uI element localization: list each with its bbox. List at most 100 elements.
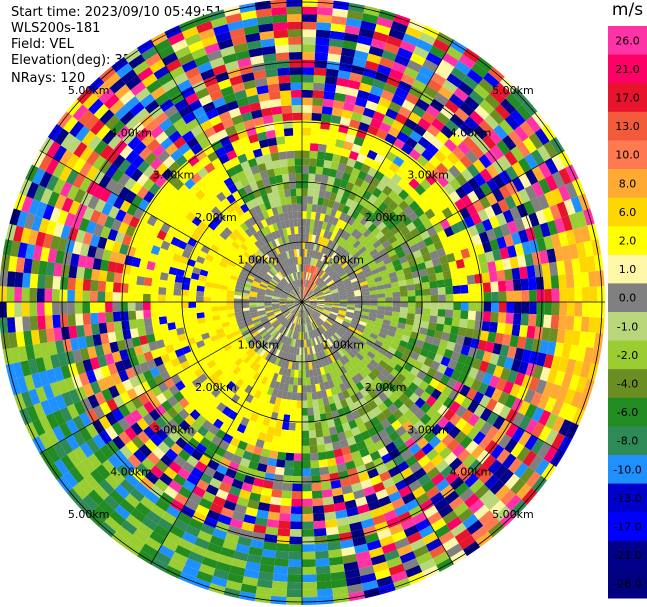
ppi-cell <box>334 332 342 340</box>
ppi-cell <box>283 328 289 336</box>
ppi-cell <box>492 225 504 239</box>
ppi-cell <box>290 226 295 235</box>
ppi-cell <box>367 125 380 136</box>
ppi-cell <box>423 505 439 519</box>
ppi-cell <box>344 165 354 175</box>
ppi-cell <box>238 257 247 265</box>
ppi-cell <box>302 483 312 492</box>
ppi-cell <box>118 369 129 383</box>
ppi-cell <box>160 353 171 364</box>
ppi-cell <box>262 541 277 551</box>
ppi-cell <box>437 404 450 417</box>
ppi-cell <box>322 289 331 294</box>
ppi-cell <box>213 239 223 249</box>
ppi-cell <box>242 264 252 272</box>
ppi-cell <box>240 433 251 444</box>
ppi-cell <box>478 510 495 526</box>
ppi-cell <box>316 436 325 446</box>
ppi-cell <box>496 270 506 282</box>
ppi-cell <box>271 588 287 598</box>
ppi-cell <box>325 222 332 232</box>
ppi-cell <box>347 302 356 305</box>
ppi-cell <box>471 358 483 370</box>
ppi-cell <box>306 346 311 355</box>
ppi-cell <box>190 449 203 461</box>
ppi-cell <box>185 382 197 393</box>
ppi-cell <box>309 219 316 228</box>
ppi-cell <box>53 366 65 382</box>
ppi-cell <box>376 412 387 423</box>
ppi-cell <box>149 105 164 120</box>
ppi-cell <box>347 271 356 278</box>
ppi-cell <box>219 288 228 295</box>
ppi-cell <box>283 268 289 276</box>
ppi-cell <box>116 464 131 479</box>
ppi-cell <box>158 309 167 318</box>
ppi-cell <box>287 430 296 439</box>
ppi-cell <box>268 315 276 321</box>
ppi-cell <box>313 75 326 84</box>
ppi-cell <box>302 506 314 515</box>
ppi-cell <box>8 332 18 349</box>
ppi-cell <box>179 255 189 265</box>
ppi-cell <box>465 265 475 276</box>
ppi-cell <box>500 223 511 237</box>
ppi-cell <box>82 302 91 314</box>
ppi-cell <box>266 192 275 202</box>
ppi-cell <box>290 74 302 83</box>
ppi-cell <box>204 286 213 293</box>
ppi-cell <box>225 332 235 340</box>
ppi-cell <box>302 105 313 113</box>
ppi-cell <box>195 113 210 125</box>
ppi-cell <box>429 377 440 389</box>
ppi-cell <box>259 339 267 348</box>
ppi-cell <box>487 331 497 343</box>
ppi-cell <box>333 252 341 261</box>
ppi-cell <box>178 19 197 33</box>
ppi-cell <box>38 370 50 387</box>
ppi-cell <box>328 259 336 267</box>
ppi-cell <box>354 231 363 241</box>
ppi-cell <box>222 450 235 462</box>
ppi-cell <box>305 369 310 378</box>
ppi-cell <box>148 408 161 422</box>
ppi-cell <box>489 479 505 495</box>
ppi-cell <box>378 359 388 369</box>
ppi-cell <box>222 433 234 444</box>
ppi-cell <box>295 308 299 316</box>
ppi-cell <box>222 272 232 279</box>
range-labels: 1.00km1.00km1.00km1.00km2.00km2.00km2.00… <box>68 84 534 521</box>
ppi-cell <box>558 184 571 202</box>
ppi-cell <box>320 389 328 399</box>
ppi-cell <box>452 285 461 295</box>
ppi-cell <box>287 211 294 220</box>
ppi-cell <box>282 310 290 316</box>
ppi-cell <box>256 305 265 310</box>
ppi-cell <box>514 347 525 361</box>
ppi-cell <box>70 337 80 351</box>
ppi-cell <box>351 409 361 420</box>
ppi-cell <box>292 280 297 289</box>
ppi-cell <box>369 309 378 314</box>
ppi-cell <box>215 429 227 440</box>
ppi-cell <box>160 240 171 251</box>
ppi-cell <box>213 355 223 365</box>
ppi-cell <box>242 289 251 294</box>
ppi-cell <box>272 435 281 445</box>
ppi-cell <box>303 339 307 348</box>
ppi-cell <box>26 405 40 423</box>
ppi-cell <box>228 319 238 326</box>
ppi-cell <box>474 320 483 331</box>
ppi-cell <box>274 229 281 239</box>
ppi-cell <box>264 298 272 301</box>
ppi-cell <box>284 460 294 469</box>
ppi-cell <box>546 248 557 263</box>
ppi-cell <box>302 302 308 308</box>
ppi-cell <box>232 253 241 261</box>
ppi-cell <box>339 292 347 297</box>
ppi-cell <box>454 482 470 497</box>
ppi-cell <box>127 302 136 312</box>
ppi-cell <box>391 497 406 510</box>
ppi-cell <box>261 107 273 117</box>
ppi-cell <box>247 499 260 510</box>
